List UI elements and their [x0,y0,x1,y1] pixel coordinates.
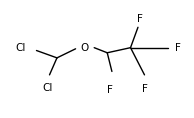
Text: F: F [142,84,148,94]
Text: F: F [137,14,143,24]
Text: Cl: Cl [42,83,53,93]
Text: F: F [107,85,113,95]
Text: F: F [175,43,181,53]
Text: Cl: Cl [15,43,25,53]
Text: O: O [81,43,89,53]
